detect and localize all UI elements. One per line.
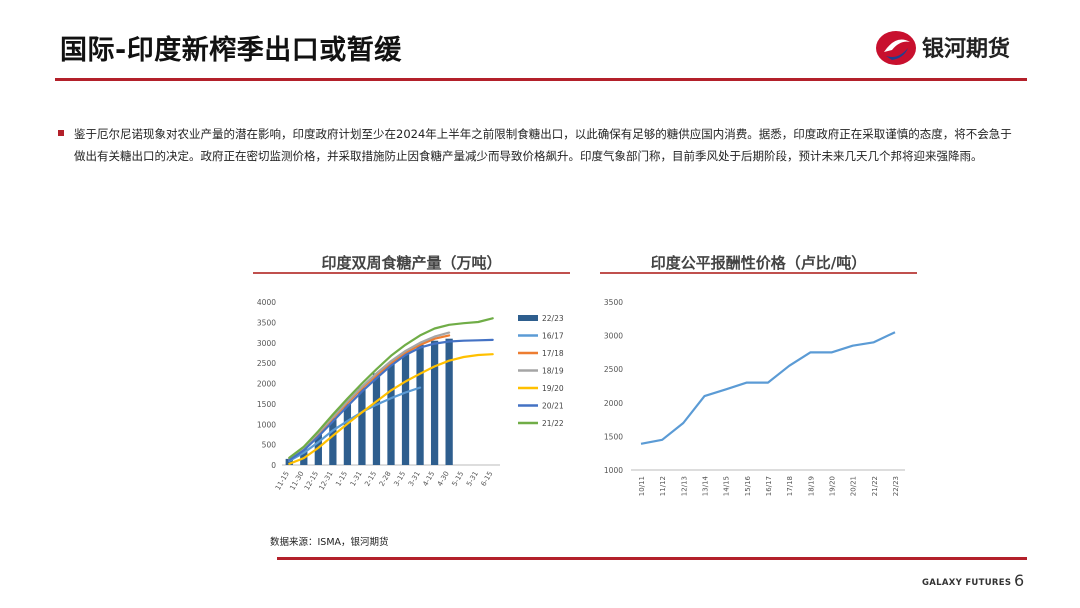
series-line-18-19	[288, 331, 451, 460]
x-tick-label: 14/15	[723, 476, 731, 496]
footer-divider	[277, 557, 1027, 560]
x-tick-label: 19/20	[829, 476, 837, 496]
y-tick-label: 1500	[257, 400, 276, 409]
y-tick-label: 2000	[604, 399, 623, 408]
x-tick-label: 18/19	[807, 476, 815, 496]
y-tick-label: 2000	[257, 380, 276, 389]
bullet-icon	[58, 130, 64, 136]
bar-22-23	[401, 352, 410, 465]
x-tick-label: 4-30	[436, 470, 451, 488]
bar-22-23	[416, 344, 424, 465]
y-tick-label: 2500	[257, 359, 276, 368]
galaxy-logo-icon	[876, 31, 916, 65]
series-line-16-17	[288, 386, 422, 462]
x-tick-label: 4-15	[421, 470, 436, 488]
x-tick-label: 17/18	[786, 476, 794, 496]
legend-label: 18/19	[542, 367, 564, 376]
data-source: 数据来源：ISMA，银河期货	[270, 537, 389, 548]
legend-label: 17/18	[542, 349, 564, 358]
x-tick-label: 2-28	[378, 470, 393, 488]
x-tick-label: 12/13	[680, 476, 688, 496]
y-tick-label: 3000	[604, 332, 623, 341]
bar-22-23	[445, 338, 453, 465]
y-tick-label: 2500	[604, 365, 623, 374]
y-tick-label: 500	[262, 441, 277, 450]
y-tick-label: 1000	[257, 420, 276, 429]
chart1-title-rule	[253, 272, 570, 274]
x-tick-label: 1-31	[349, 470, 364, 488]
x-tick-label: 2-15	[363, 470, 378, 488]
body-paragraph: 鉴于厄尔尼诺现象对农业产量的潜在影响，印度政府计划至少在2024年上半年之前限制…	[74, 127, 1012, 163]
legend-label: 19/20	[542, 384, 564, 393]
bar-22-23	[387, 363, 395, 465]
bar-22-23	[358, 387, 366, 465]
y-tick-label: 3500	[257, 318, 276, 327]
page-title: 国际-印度新榨季出口或暂缓	[60, 35, 402, 66]
bar-22-23	[343, 403, 352, 465]
x-tick-label: 20/21	[850, 476, 858, 496]
x-tick-label: 3-31	[407, 470, 422, 488]
bar-22-23	[430, 340, 439, 465]
series-line-19-20	[288, 353, 494, 465]
y-tick-label: 1500	[604, 432, 623, 441]
chart1-title: 印度双周食糖产量（万吨）	[321, 254, 502, 272]
legend-label: 21/22	[542, 419, 564, 428]
x-tick-label: 6-15	[480, 470, 495, 488]
y-tick-label: 4000	[257, 298, 276, 307]
y-tick-label: 3000	[257, 339, 276, 348]
price-line	[640, 331, 896, 445]
bar-22-23	[372, 373, 381, 465]
x-tick-label: 15/16	[744, 475, 752, 496]
chart2-title: 印度公平报酬性价格（卢比/吨）	[650, 254, 867, 272]
legend-swatch	[518, 315, 538, 321]
legend-label: 16/17	[542, 332, 564, 341]
bar-22-23	[314, 434, 322, 465]
x-tick-label: 10/11	[638, 476, 646, 496]
x-tick-label: 5-15	[451, 470, 466, 488]
page-number: 6	[1014, 571, 1025, 590]
x-tick-label: 3-15	[392, 470, 407, 488]
x-tick-label: 13/14	[702, 475, 710, 496]
x-tick-label: 16/17	[765, 476, 773, 496]
x-tick-label: 22/23	[892, 476, 900, 496]
x-tick-label: 1-15	[334, 470, 349, 488]
y-tick-label: 0	[271, 461, 276, 470]
chart2-title-rule	[600, 272, 917, 274]
footer-brand: GALAXY FUTURES	[922, 578, 1012, 588]
x-tick-label: 21/22	[871, 476, 879, 496]
y-tick-label: 1000	[604, 466, 623, 475]
bar-22-23	[329, 418, 337, 465]
legend-label: 22/23	[542, 314, 564, 323]
x-tick-label: 5-31	[465, 470, 480, 488]
y-tick-label: 3500	[604, 298, 623, 307]
logo-text: 银河期货	[922, 37, 1011, 62]
series-line-20-21	[288, 338, 494, 462]
x-tick-label: 11/12	[659, 476, 667, 496]
x-tick-label: 12-31	[317, 470, 334, 492]
series-line-21-22	[288, 317, 494, 459]
sugar-production-chart: 0500100015002000250030003500400011-1511-…	[257, 298, 564, 492]
legend-label: 20/21	[542, 402, 564, 411]
fair-price-chart: 1000 1500 2000 2500 3000 3500 10/11 11/12 12/13 1…	[604, 298, 905, 496]
header-divider	[55, 78, 1027, 81]
